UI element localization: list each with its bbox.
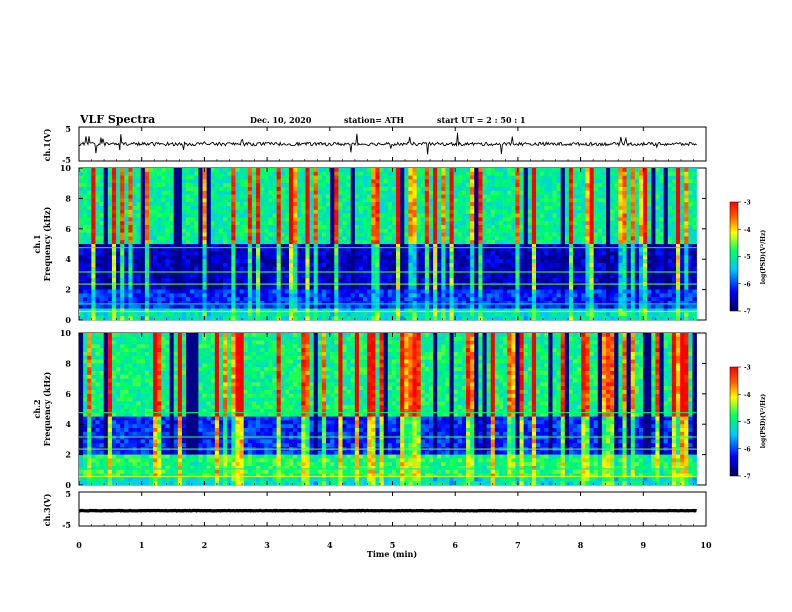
ch2-spectrogram-ylabel-freq: Frequency (kHz) [42, 371, 52, 446]
y-tick-label: 5 [65, 124, 71, 134]
y-tick-label: 4 [65, 419, 71, 429]
x-tick-label: 2 [202, 540, 208, 550]
ch1-spectrogram-ylabel-freq: Frequency (kHz) [42, 206, 52, 281]
ch2-colorbar-label: log(PSD)(V²/Hz) [760, 394, 767, 449]
y-tick-label: 2 [65, 285, 71, 295]
colorbar-tick-label: -7 [744, 474, 751, 481]
colorbar-tick-label: -3 [744, 200, 751, 207]
spectral-line [79, 412, 697, 414]
axes: 0 1 2 3 4 5 6 7 8 9 10 0 2 4 6 8 10 0 2 4 6 8 10 5 -5 5 -5 -3 -4 -5 -6… [60, 124, 751, 550]
y-tick-label: 5 [65, 489, 71, 499]
spectral-line [79, 475, 697, 478]
ch3-waveform-ylabel: ch.3(V) [42, 493, 52, 526]
spectral-line [79, 310, 697, 313]
colorbar-tick-label: -6 [744, 446, 751, 453]
wave3-path [78, 508, 697, 513]
x-tick-label: 1 [139, 540, 145, 550]
y-tick-label: 0 [65, 480, 71, 490]
y-tick-label: 8 [65, 358, 71, 368]
y-tick-label: 10 [60, 163, 72, 173]
colorbar-tick-label: -7 [744, 309, 751, 316]
y-tick-label: 2 [65, 450, 71, 460]
colorbar-tick-label: -5 [744, 419, 751, 426]
y-tick-label: 6 [65, 389, 71, 399]
figure-start: start UT = 2 : 50 : 1 [437, 115, 526, 125]
x-tick-label: 8 [578, 540, 584, 550]
spectral-line [79, 436, 697, 438]
x-tick-label: 4 [327, 540, 333, 550]
spectral-line [79, 283, 697, 285]
x-tick-label: 0 [76, 540, 82, 550]
ch1-spectrogram-ylabel-channel: ch.1 [32, 234, 42, 253]
y-tick-label: 4 [65, 254, 71, 264]
y-tick-label: 10 [60, 328, 72, 338]
colorbar-tick-label: -3 [744, 365, 751, 372]
y-tick-label: 0 [65, 315, 71, 325]
x-tick-label: 7 [515, 540, 521, 550]
figure-date: Dec. 10, 2020 [250, 115, 312, 125]
ch1-spectrogram-image [79, 168, 697, 321]
ch2-colorbar-gradient [729, 366, 739, 477]
wave1-path [79, 132, 697, 155]
ch1-colorbar-gradient [729, 201, 739, 312]
colorbar-tick-label: -4 [744, 392, 751, 399]
ch2-spectrogram-ylabel-channel: ch.2 [32, 399, 42, 418]
ch1-waveform-ylabel: ch.1(V) [42, 128, 52, 161]
figure-station: station= ATH [344, 115, 404, 125]
y-tick-label: -5 [62, 520, 71, 530]
figure-title: VLF Spectra [79, 113, 155, 126]
x-tick-label: 10 [700, 540, 712, 550]
ch1-waveform-trace [79, 132, 697, 155]
colorbar-tick-label: -4 [744, 227, 751, 234]
x-axis-label: Time (min) [367, 549, 417, 559]
ch2-colorbar [729, 366, 739, 477]
ch3-waveform-frame [78, 491, 707, 527]
y-tick-label: -5 [62, 155, 71, 165]
ch1-colorbar-label: log(PSD)(V²/Hz) [760, 230, 767, 285]
ch2-spectrogram-image [79, 333, 697, 486]
y-tick-label: 6 [65, 224, 71, 234]
ch1-colorbar [729, 201, 739, 312]
spectral-line [79, 468, 697, 470]
colorbar-tick-label: -6 [744, 281, 751, 288]
x-tick-label: 9 [641, 540, 647, 550]
spectral-line [79, 271, 697, 273]
colorbar-tick-label: -5 [744, 254, 751, 261]
ch3-waveform-trace [78, 508, 697, 513]
spectral-line [79, 448, 697, 450]
spectral-line [79, 247, 697, 249]
y-tick-label: 8 [65, 193, 71, 203]
x-tick-label: 6 [452, 540, 458, 550]
spectral-line [79, 303, 697, 305]
x-tick-label: 3 [264, 540, 270, 550]
x-tick-label: 5 [390, 540, 396, 550]
